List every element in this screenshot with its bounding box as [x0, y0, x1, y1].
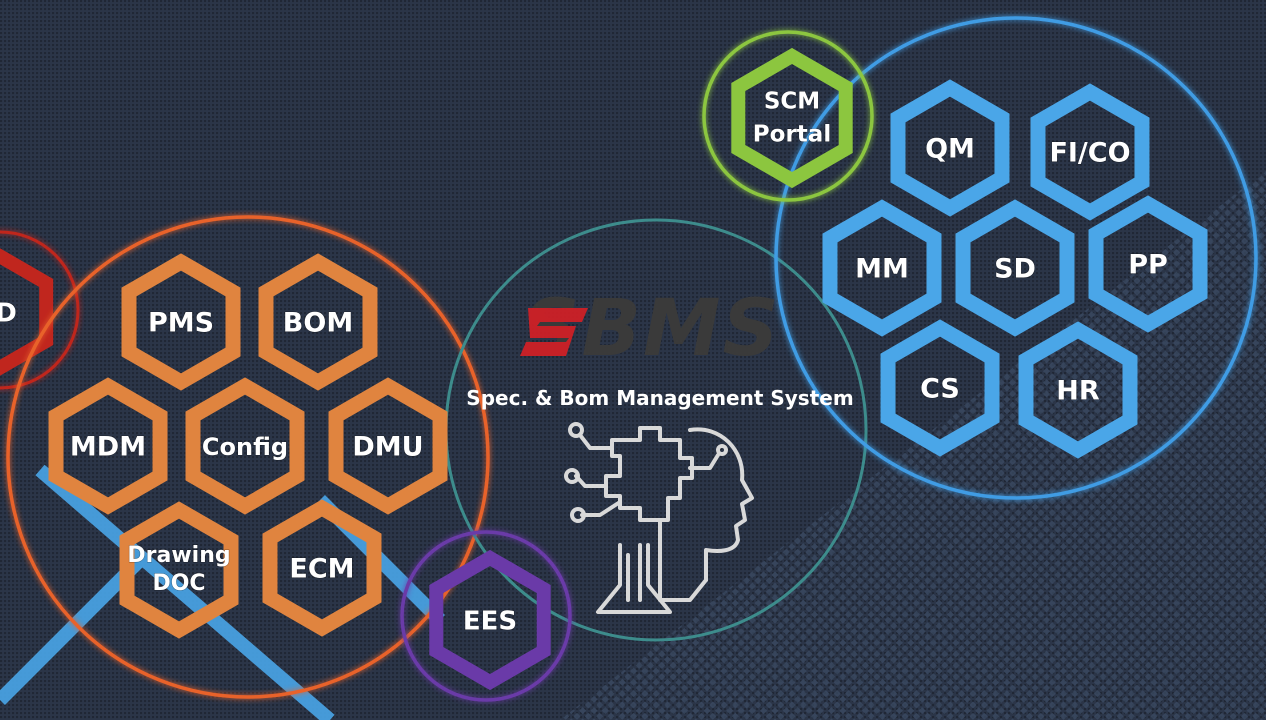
module-drawing[interactable]: Drawing DOC — [119, 501, 239, 639]
module-pms[interactable]: PMS — [121, 253, 241, 391]
hex-label-pp: PP — [1128, 250, 1168, 281]
hex-config[interactable] — [185, 377, 305, 515]
erp-cluster-ring — [774, 16, 1258, 500]
module-dmu[interactable]: DMU — [328, 377, 448, 515]
hex-pp[interactable] — [1088, 195, 1208, 333]
scm-label-line2: Portal — [753, 122, 831, 148]
hex-label-pms: PMS — [148, 308, 214, 339]
sbms-subtitle: Spec. & Bom Management System — [466, 386, 853, 410]
module-ecm[interactable]: ECM — [262, 499, 382, 637]
module-cs[interactable]: CS — [880, 319, 1000, 457]
hex-sd[interactable] — [955, 199, 1075, 337]
hex-label-bom: BOM — [283, 308, 353, 339]
hex-fico[interactable] — [1030, 83, 1150, 221]
left-partial-cluster: D — [0, 230, 80, 390]
sbms-logo-red-s — [520, 308, 588, 356]
hex-scm-portal[interactable] — [731, 47, 853, 189]
scm-ring — [702, 30, 874, 202]
sbms-logo: SBMS — [520, 284, 779, 374]
hex-mdm[interactable] — [48, 377, 168, 515]
ees-label: EES — [463, 607, 517, 637]
hex-mm[interactable] — [822, 199, 942, 337]
ees-module[interactable]: EES — [429, 549, 551, 691]
hex-label-qm: QM — [925, 134, 975, 165]
hex-drawing[interactable] — [119, 501, 239, 639]
hex-hr[interactable] — [1018, 321, 1138, 459]
hex-label-drawing-line2: DOC — [152, 571, 205, 596]
hex-ecm[interactable] — [262, 499, 382, 637]
hex-label-dmu: DMU — [352, 432, 423, 463]
module-qm[interactable]: QM — [890, 79, 1010, 217]
module-hr[interactable]: HR — [1018, 321, 1138, 459]
hex-dmu[interactable] — [328, 377, 448, 515]
hex-label-sd: SD — [994, 254, 1036, 285]
module-mm[interactable]: MM — [822, 199, 942, 337]
hex-ees[interactable] — [429, 549, 551, 691]
erp-modules: QM FI/CO MM SD PP CS HR — [822, 79, 1208, 459]
hex-label-ecm: ECM — [289, 554, 354, 585]
hex-cs[interactable] — [880, 319, 1000, 457]
ai-head-circuit-icon — [564, 422, 754, 614]
scm-module[interactable]: SCM Portal — [731, 47, 853, 189]
module-sd[interactable]: SD — [955, 199, 1075, 337]
hex-left-partial[interactable] — [0, 248, 54, 376]
hex-label-mdm: MDM — [70, 432, 146, 463]
scm-label-line1: SCM — [764, 89, 820, 115]
module-config[interactable]: Config — [185, 377, 305, 515]
hex-label-mm: MM — [855, 254, 909, 285]
hex-label-drawing-line1: Drawing — [127, 543, 230, 568]
hex-label-fico: FI/CO — [1049, 138, 1130, 169]
module-mdm[interactable]: MDM — [48, 377, 168, 515]
hex-bom[interactable] — [258, 253, 378, 391]
hex-label-config: Config — [202, 433, 288, 461]
ees-ring — [400, 530, 572, 702]
hex-label-cs: CS — [920, 374, 960, 405]
hex-qm[interactable] — [890, 79, 1010, 217]
plm-cluster-ring — [6, 215, 490, 699]
hex-label-left: D — [0, 299, 17, 329]
hex-label-hr: HR — [1056, 376, 1100, 407]
hex-pms[interactable] — [121, 253, 241, 391]
module-fico[interactable]: FI/CO — [1030, 83, 1150, 221]
module-pp[interactable]: PP — [1088, 195, 1208, 333]
module-bom[interactable]: BOM — [258, 253, 378, 391]
plm-modules: PMS BOM MDM Config DMU Drawing DOC ECM — [48, 253, 448, 639]
